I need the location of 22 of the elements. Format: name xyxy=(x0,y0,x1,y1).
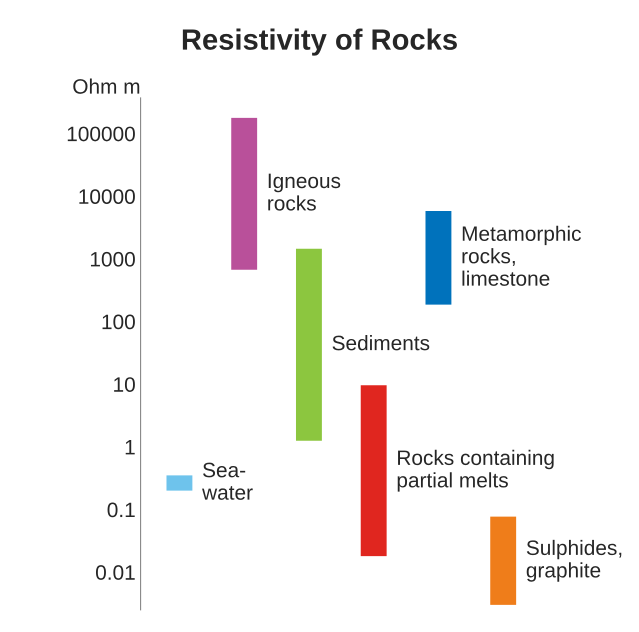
chart-title: Resistivity of Rocks xyxy=(182,28,457,56)
y-tick-label: 10 xyxy=(114,377,135,392)
y-tick-label: 1 xyxy=(126,440,135,454)
bar xyxy=(360,385,387,556)
y-tick-label: 10000 xyxy=(79,189,135,204)
annotation: Sea- water xyxy=(202,462,253,500)
bar xyxy=(231,118,258,270)
y-tick-label: 100000 xyxy=(68,126,135,142)
bar xyxy=(166,475,192,491)
y-axis-title: Ohm m xyxy=(73,78,140,94)
annotation: Sulphides, graphite xyxy=(526,540,622,582)
bar xyxy=(425,211,452,305)
annotation: Metamorphic rocks, limestone xyxy=(462,226,581,286)
y-tick-label: 1000 xyxy=(90,252,135,267)
bar xyxy=(490,516,516,605)
y-tick-label: 0.1 xyxy=(108,502,135,518)
y-tick-label: 100 xyxy=(102,314,135,330)
y-tick-label: 0.01 xyxy=(96,565,135,580)
bar xyxy=(296,248,322,441)
annotation: Sediments xyxy=(332,335,430,350)
annotation: Rocks containing partial melts xyxy=(398,450,554,492)
annotation: Igneous rocks xyxy=(268,174,340,211)
